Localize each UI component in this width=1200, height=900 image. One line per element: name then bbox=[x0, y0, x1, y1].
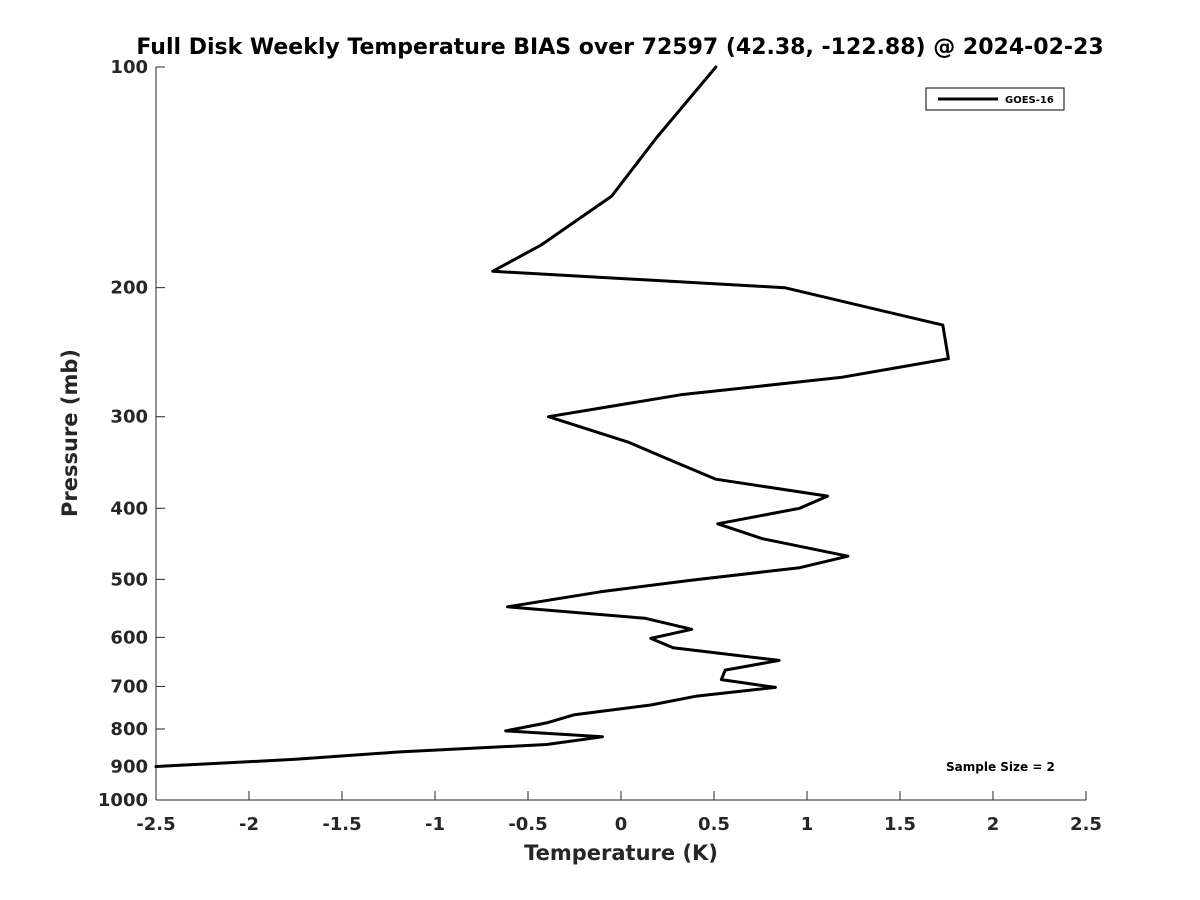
x-ticks: -2.5 -2 -1.5 -1 -0.5 0 0.5 1 1.5 2 2.5 bbox=[136, 791, 1102, 835]
legend-label: GOES-16 bbox=[1005, 95, 1054, 106]
x-tick-label: -1.5 bbox=[322, 814, 361, 835]
x-tick-label: 0 bbox=[615, 814, 628, 835]
y-tick-label: 1000 bbox=[98, 790, 148, 811]
x-tick-label: -2 bbox=[239, 814, 259, 835]
x-tick-label: 2 bbox=[987, 814, 1000, 835]
x-tick-label: 1 bbox=[801, 814, 814, 835]
y-tick-label: 500 bbox=[110, 569, 148, 590]
legend: GOES-16 bbox=[925, 87, 1065, 111]
x-tick-label: 0.5 bbox=[698, 814, 730, 835]
y-tick-label: 800 bbox=[110, 719, 148, 740]
y-tick-label: 400 bbox=[110, 498, 148, 519]
y-tick-label: 300 bbox=[110, 407, 148, 428]
sample-size-annotation: Sample Size = 2 bbox=[946, 760, 1055, 774]
x-tick-label: -0.5 bbox=[508, 814, 547, 835]
y-tick-label: 200 bbox=[110, 278, 148, 299]
y-axis-label: Pressure (mb) bbox=[58, 349, 82, 517]
y-tick-label: 100 bbox=[110, 57, 148, 78]
x-tick-label: -1 bbox=[425, 814, 445, 835]
x-tick-label: -2.5 bbox=[136, 814, 175, 835]
y-ticks: 100 200 300 400 500 600 700 800 900 1000 bbox=[98, 57, 165, 811]
chart-title: Full Disk Weekly Temperature BIAS over 7… bbox=[136, 35, 1103, 60]
x-tick-label: 2.5 bbox=[1070, 814, 1102, 835]
y-tick-label: 600 bbox=[110, 627, 148, 648]
x-axis-label: Temperature (K) bbox=[524, 841, 718, 865]
series-layer bbox=[154, 65, 950, 768]
y-tick-label: 700 bbox=[110, 676, 148, 697]
series-line-goes-16 bbox=[154, 65, 950, 768]
y-tick-label: 900 bbox=[110, 756, 148, 777]
x-tick-label: 1.5 bbox=[884, 814, 916, 835]
